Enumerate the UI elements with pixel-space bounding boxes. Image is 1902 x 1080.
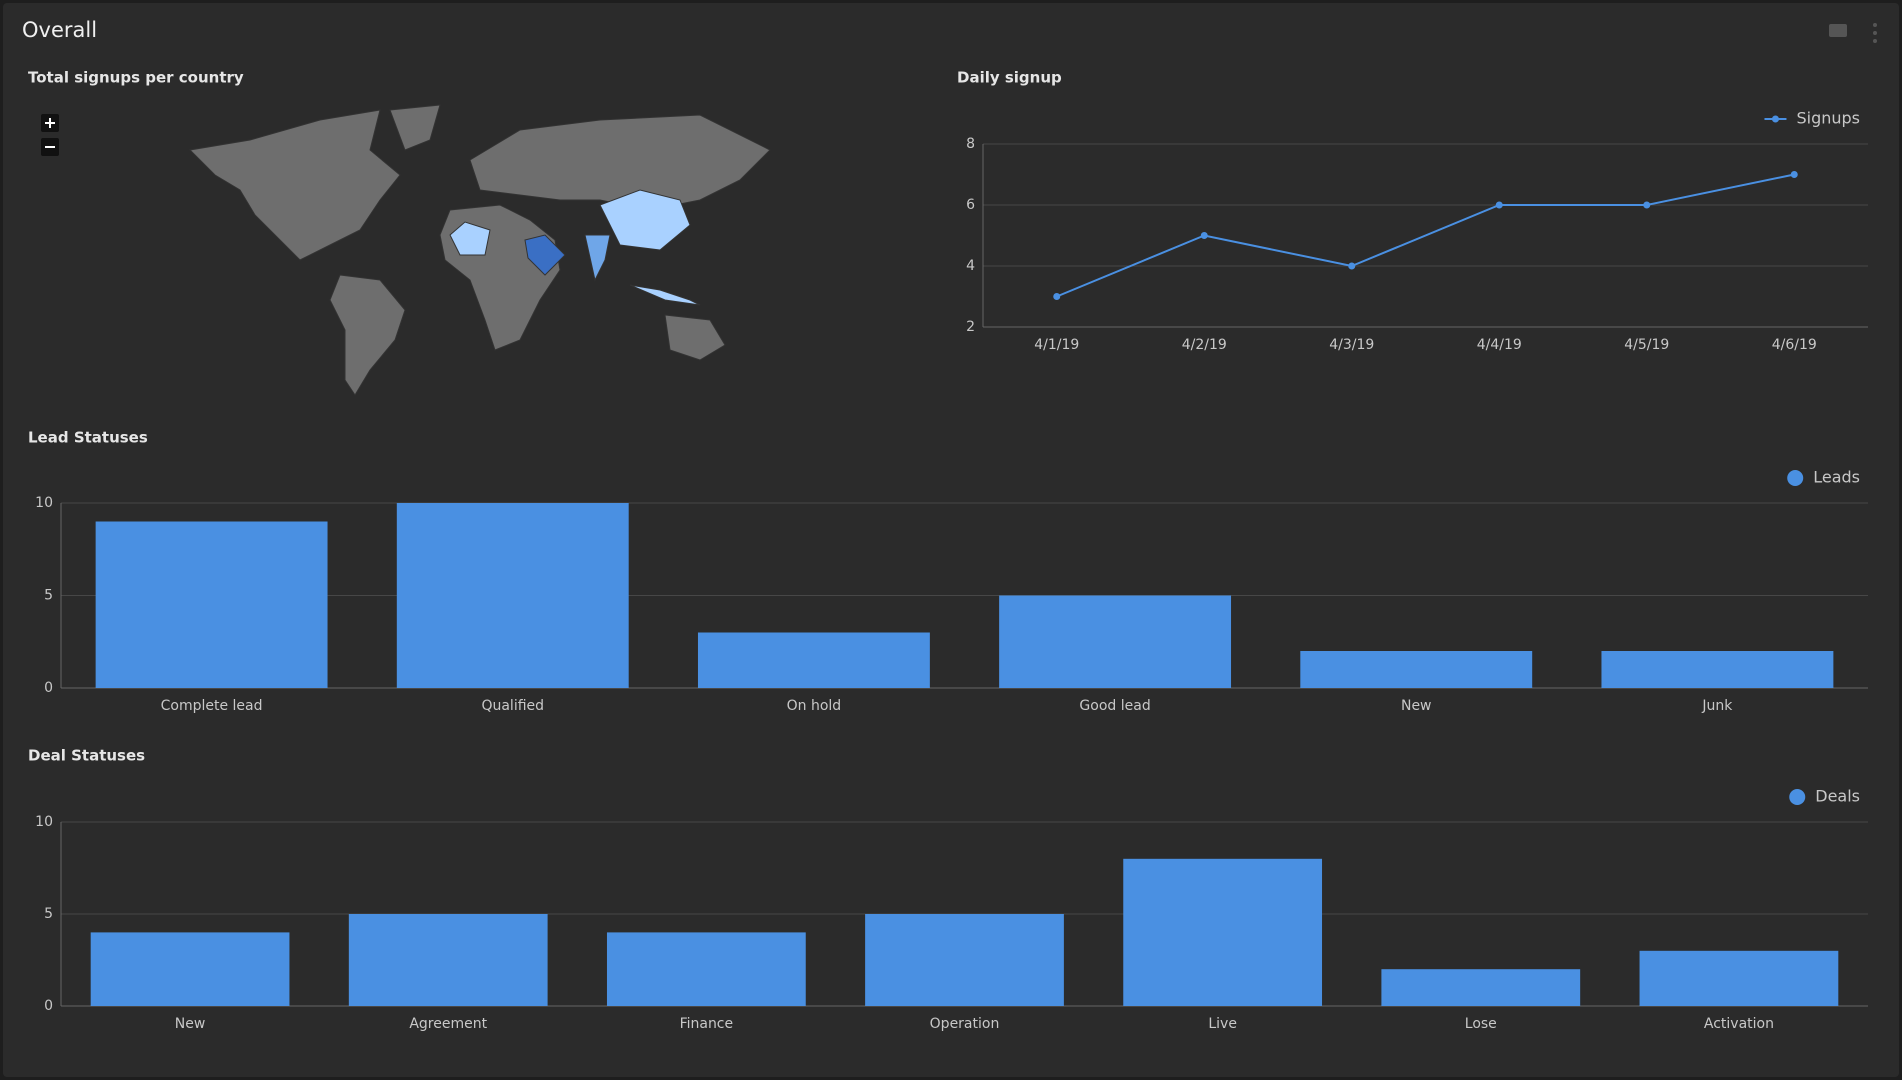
menu-dot[interactable] xyxy=(1873,31,1877,35)
region-highlight xyxy=(524,234,566,276)
legend-swatch xyxy=(1787,470,1804,486)
point xyxy=(1643,201,1651,209)
point xyxy=(1053,293,1061,300)
chart-title: Lead Statuses xyxy=(28,429,148,447)
x-tick-label: 4/6/19 xyxy=(1772,337,1817,353)
x-tick-label: Activation xyxy=(1704,1016,1774,1032)
legend-swatch xyxy=(1771,115,1779,123)
x-tick-label: Junk xyxy=(1701,698,1733,714)
world-map xyxy=(188,104,771,396)
x-tick-label: New xyxy=(1401,698,1432,714)
x-tick-label: Operation xyxy=(930,1016,1000,1032)
y-tick-label: 8 xyxy=(966,136,975,152)
bar xyxy=(606,932,806,1006)
x-tick-label: Agreement xyxy=(409,1016,487,1032)
x-tick-label: 4/4/19 xyxy=(1477,337,1522,353)
x-tick-label: Lose xyxy=(1465,1016,1497,1032)
region-highlight xyxy=(629,284,701,306)
x-tick-label: 4/3/19 xyxy=(1329,337,1374,353)
bar xyxy=(865,914,1064,1006)
chart-title: Deal Statuses xyxy=(28,747,145,765)
region-highlight xyxy=(599,189,691,251)
x-tick-label: 4/1/19 xyxy=(1034,337,1079,353)
map-title: Total signups per country xyxy=(28,69,244,87)
x-tick-label: 4/2/19 xyxy=(1182,337,1227,353)
bar xyxy=(1381,969,1581,1006)
greenland xyxy=(389,104,441,151)
x-tick-label: 4/5/19 xyxy=(1624,337,1669,353)
point xyxy=(1495,201,1503,209)
zoom-controls[interactable] xyxy=(41,114,59,156)
y-tick-label: 10 xyxy=(35,814,53,830)
bar xyxy=(1123,858,1323,1006)
region-highlight xyxy=(584,234,611,282)
y-tick-label: 6 xyxy=(966,197,975,213)
north-america xyxy=(188,109,401,261)
eurasia xyxy=(469,114,771,211)
bar xyxy=(396,503,629,688)
x-tick-label: On hold xyxy=(787,698,842,714)
bar xyxy=(90,932,290,1006)
x-tick-label: Finance xyxy=(680,1016,734,1032)
menu-dot[interactable] xyxy=(1873,23,1877,27)
point xyxy=(1200,232,1208,239)
panel-icons[interactable] xyxy=(1829,23,1877,43)
y-tick-label: 10 xyxy=(35,495,53,511)
australia xyxy=(664,314,726,361)
bar xyxy=(1639,950,1839,1006)
legend-label: Deals xyxy=(1815,787,1860,806)
line xyxy=(1056,173,1795,298)
x-tick-label: Qualified xyxy=(481,698,544,714)
x-tick-label: Live xyxy=(1208,1016,1237,1032)
page-title: Overall xyxy=(22,18,97,42)
y-tick-label: 0 xyxy=(44,998,53,1014)
chart-title: Daily signup xyxy=(957,69,1062,87)
x-tick-label: Complete lead xyxy=(161,698,263,714)
comment-icon[interactable] xyxy=(1829,24,1847,37)
region-highlight xyxy=(449,221,491,256)
y-tick-label: 2 xyxy=(966,319,975,335)
legend-label: Leads xyxy=(1813,468,1860,487)
y-tick-label: 5 xyxy=(44,588,53,604)
bar xyxy=(1300,651,1533,688)
point xyxy=(1790,171,1798,178)
menu-dot[interactable] xyxy=(1873,39,1877,43)
y-tick-label: 4 xyxy=(966,258,975,274)
south-america xyxy=(329,274,406,396)
bar xyxy=(95,521,328,688)
legend-swatch xyxy=(1789,789,1806,805)
x-tick-label: Good lead xyxy=(1079,698,1150,714)
bar xyxy=(999,595,1232,688)
y-tick-label: 0 xyxy=(44,680,53,696)
x-tick-label: New xyxy=(175,1016,206,1032)
zoom-in-icon xyxy=(45,118,55,128)
bar xyxy=(697,632,930,688)
y-tick-label: 5 xyxy=(44,906,53,922)
legend-label: Signups xyxy=(1796,109,1860,128)
bar xyxy=(1601,651,1834,688)
bar xyxy=(348,914,548,1006)
point xyxy=(1348,262,1356,270)
